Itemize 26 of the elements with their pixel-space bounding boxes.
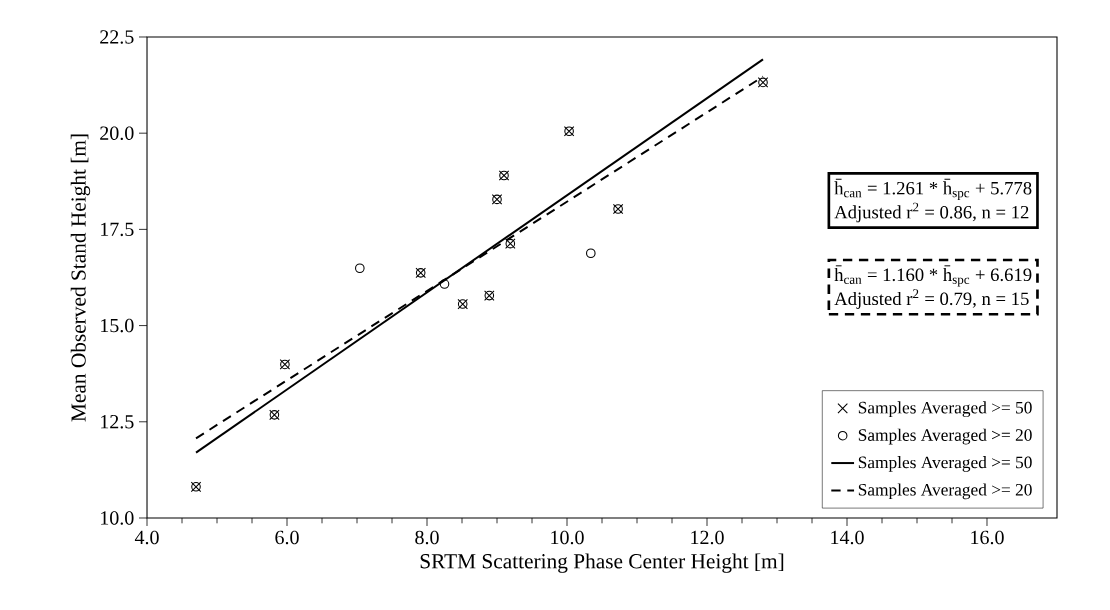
y-tick-label: 10.0 <box>101 511 134 525</box>
x-tick-label: 12.0 <box>691 530 724 545</box>
annotation: Adjusted r$^{2}$ = 0.79, n = 15 <box>834 289 1029 309</box>
x-tick-label: 6.0 <box>275 530 299 545</box>
legend-label: Samples Averaged >= 50 <box>858 456 1032 472</box>
y-tick-label: 20.0 <box>100 126 134 140</box>
legend-label: Samples Averaged >= 50 <box>858 401 1032 418</box>
annotation: Adjusted r$^{2}$ = 0.86, n = 12 <box>834 202 1029 223</box>
y-tick-label: 15.0 <box>101 318 134 333</box>
x-tick-label: 4.0 <box>134 530 159 545</box>
y-tick-label: 12.5 <box>101 415 134 429</box>
annotation: h̄$_{can}$ = 1.160 * h̄$_{spc}$ + 6.619 <box>834 265 1032 287</box>
y-axis-title: Mean Observed Stand Height [m] <box>70 134 91 422</box>
point <box>355 263 365 274</box>
annotation: h̄$_{can}$ = 1.261 * h̄$_{spc}$ + 5.778 <box>834 178 1032 200</box>
x-axis-title: SRTM Scattering Phase Center Height [m] <box>420 553 784 573</box>
point <box>439 279 450 289</box>
legend-label: Samples Averaged >= 20 <box>858 483 1032 500</box>
y-tick-label: 22.5 <box>100 30 134 44</box>
x-tick-label: 10.0 <box>551 530 584 545</box>
point <box>586 248 596 259</box>
y-tick-label: 17.5 <box>101 222 134 237</box>
x-tick-label: 8.0 <box>415 530 439 545</box>
x-tick-label: 16.0 <box>971 530 1004 545</box>
legend-label: Samples Averaged >= 20 <box>858 428 1032 445</box>
x-tick-label: 14.0 <box>831 530 864 545</box>
